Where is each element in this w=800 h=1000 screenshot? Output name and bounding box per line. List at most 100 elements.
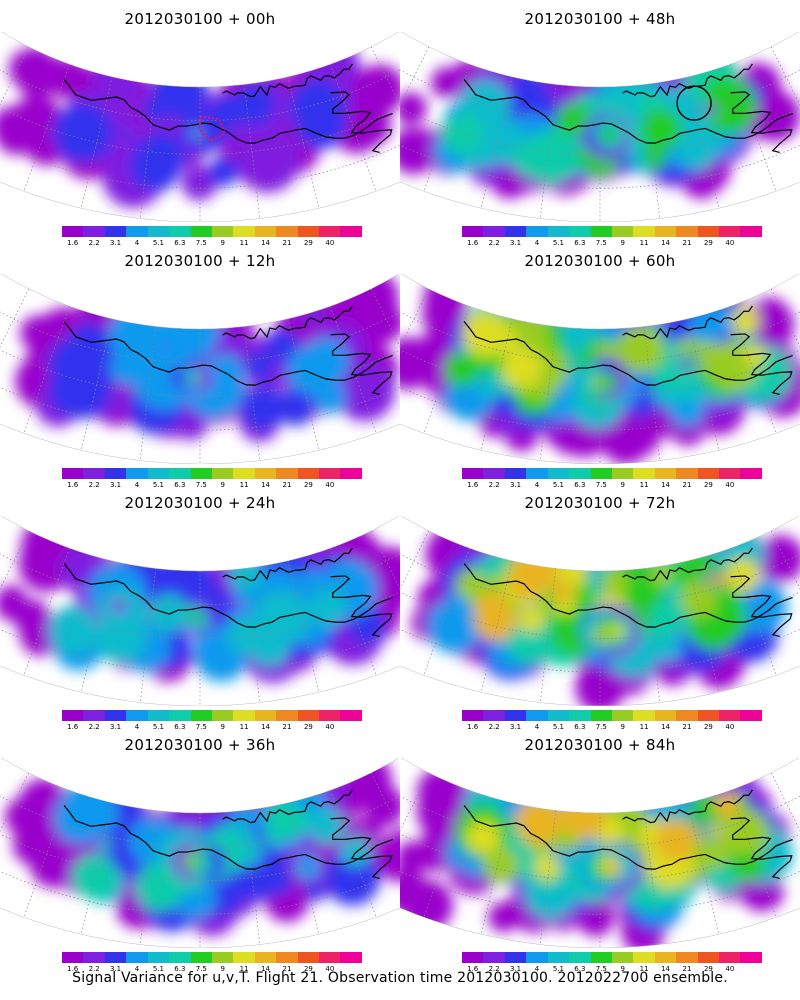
colorbar-tick-label: 5.1 bbox=[152, 723, 164, 731]
colorbar-tick-label: 3.1 bbox=[109, 723, 122, 731]
colorbar-tick-label: 4 bbox=[134, 723, 140, 731]
colorbar-swatch bbox=[276, 710, 298, 721]
colorbar-swatch bbox=[104, 952, 127, 963]
colorbar-swatch bbox=[62, 952, 84, 963]
colorbar-swatch bbox=[147, 468, 170, 479]
colorbar-swatch bbox=[462, 468, 484, 479]
map-panel: 2012030100 + 48h 1.6 2.2 3.1 4 5.1 6.3 7.5 9 11 14… bbox=[400, 4, 800, 249]
colorbar-tick-label: 21 bbox=[282, 723, 292, 731]
colorbar-tick-label: 11 bbox=[239, 965, 249, 973]
colorbar-swatch bbox=[569, 226, 591, 237]
colorbar-swatch bbox=[697, 468, 720, 479]
map-panel: 2012030100 + 60h 1.6 2.2 3.1 4 5.1 6.3 7.5 9 11 14… bbox=[400, 246, 800, 491]
colorbar-tick-label: 14 bbox=[261, 481, 271, 489]
colorbar-swatch bbox=[83, 468, 105, 479]
colorbar-swatch bbox=[590, 468, 612, 479]
colorbar-tick-label: 9 bbox=[220, 481, 225, 489]
colorbar-swatch bbox=[126, 226, 148, 237]
colorbar-swatch bbox=[340, 468, 362, 479]
colorbar-tick-label: 1.6 bbox=[67, 481, 79, 489]
colorbar-swatch bbox=[697, 226, 720, 237]
colorbar-tick-label: 7.5 bbox=[195, 239, 207, 247]
colorbar-swatch bbox=[676, 952, 698, 963]
colorbar-tick-label: 2.2 bbox=[488, 481, 500, 489]
colorbar-swatch bbox=[62, 226, 84, 237]
colorbar-tick-label: 40 bbox=[325, 723, 335, 731]
colorbar-tick-label: 4 bbox=[534, 239, 540, 247]
colorbar-tick-label: 9 bbox=[220, 965, 225, 973]
colorbar-swatch bbox=[169, 226, 191, 237]
colorbar-tick-label: 1.6 bbox=[467, 965, 479, 973]
colorbar-tick-label: 29 bbox=[303, 723, 313, 731]
colorbar-tick-label: 11 bbox=[639, 481, 649, 489]
colorbar-swatch bbox=[233, 952, 255, 963]
colorbar-tick-label: 4 bbox=[534, 481, 540, 489]
colorbar bbox=[62, 952, 362, 963]
colorbar-swatch bbox=[504, 710, 527, 721]
colorbar-swatch bbox=[211, 226, 234, 237]
colorbar-swatch bbox=[547, 468, 570, 479]
colorbar-tick-label: 7.5 bbox=[595, 723, 607, 731]
colorbar-tick-label: 11 bbox=[639, 239, 649, 247]
colorbar-tick-label: 1.6 bbox=[467, 723, 479, 731]
colorbar-swatch bbox=[462, 710, 484, 721]
colorbar-swatch bbox=[340, 952, 362, 963]
colorbar-tick-label: 4 bbox=[134, 965, 140, 973]
colorbar-labels: 1.6 2.2 3.1 4 5.1 6.3 7.5 9 11 14 21 29 40 bbox=[462, 481, 762, 491]
colorbar-tick-label: 40 bbox=[725, 239, 735, 247]
colorbar-tick-label: 9 bbox=[620, 481, 625, 489]
colorbar-swatch bbox=[569, 468, 591, 479]
colorbar-swatch bbox=[147, 226, 170, 237]
colorbar-swatch bbox=[190, 710, 212, 721]
colorbar-swatch bbox=[462, 226, 484, 237]
colorbar-swatch bbox=[62, 468, 84, 479]
colorbar-tick-label: 9 bbox=[220, 239, 225, 247]
colorbar-swatch bbox=[719, 710, 741, 721]
panel-title: 2012030100 + 00h bbox=[124, 10, 276, 28]
colorbar-tick-label: 3.1 bbox=[109, 965, 122, 973]
colorbar-swatch bbox=[254, 952, 277, 963]
colorbar-tick-label: 3.1 bbox=[109, 481, 122, 489]
colorbar-swatch bbox=[169, 468, 191, 479]
colorbar-tick-label: 4 bbox=[534, 723, 540, 731]
colorbar-tick-label: 29 bbox=[303, 965, 313, 973]
colorbar-swatch bbox=[126, 710, 148, 721]
colorbar-swatch bbox=[169, 952, 191, 963]
colorbar-labels: 1.6 2.2 3.1 4 5.1 6.3 7.5 9 11 14 21 29 40 bbox=[462, 723, 762, 733]
colorbar-labels: 1.6 2.2 3.1 4 5.1 6.3 7.5 9 11 14 21 29 40 bbox=[62, 239, 362, 249]
colorbar-swatch bbox=[676, 710, 698, 721]
variance-map bbox=[400, 758, 800, 948]
colorbar-tick-label: 3.1 bbox=[509, 481, 522, 489]
colorbar-swatch bbox=[297, 468, 320, 479]
colorbar-tick-label: 11 bbox=[239, 723, 249, 731]
colorbar-tick-label: 21 bbox=[682, 481, 692, 489]
colorbar-tick-label: 6.3 bbox=[574, 965, 586, 973]
variance-map bbox=[400, 274, 800, 464]
colorbar-swatch bbox=[319, 226, 341, 237]
colorbar-swatch bbox=[340, 226, 362, 237]
variance-map bbox=[400, 516, 800, 706]
panel-title: 2012030100 + 72h bbox=[524, 494, 676, 512]
colorbar-tick-label: 6.3 bbox=[574, 481, 586, 489]
colorbar-swatch bbox=[211, 710, 234, 721]
panel-title: 2012030100 + 24h bbox=[124, 494, 276, 512]
colorbar-tick-label: 2.2 bbox=[88, 723, 100, 731]
colorbar-swatch bbox=[190, 952, 212, 963]
colorbar-swatch bbox=[633, 952, 655, 963]
colorbar-tick-label: 40 bbox=[325, 481, 335, 489]
colorbar-swatch bbox=[211, 468, 234, 479]
colorbar-swatch bbox=[233, 710, 255, 721]
panel-title: 2012030100 + 36h bbox=[124, 736, 276, 754]
panel-title: 2012030100 + 12h bbox=[124, 252, 276, 270]
colorbar-tick-label: 9 bbox=[220, 723, 225, 731]
colorbar-swatch bbox=[147, 952, 170, 963]
colorbar-swatch bbox=[547, 710, 570, 721]
variance-map bbox=[0, 274, 400, 464]
map-panel: 2012030100 + 72h 1.6 2.2 3.1 4 5.1 6.3 7.5 9 11 14… bbox=[400, 488, 800, 733]
colorbar-tick-label: 40 bbox=[725, 965, 735, 973]
colorbar-swatch bbox=[611, 710, 634, 721]
colorbar-tick-label: 40 bbox=[325, 965, 335, 973]
colorbar-tick-label: 21 bbox=[282, 481, 292, 489]
colorbar-swatch bbox=[319, 710, 341, 721]
colorbar-tick-label: 29 bbox=[703, 965, 713, 973]
